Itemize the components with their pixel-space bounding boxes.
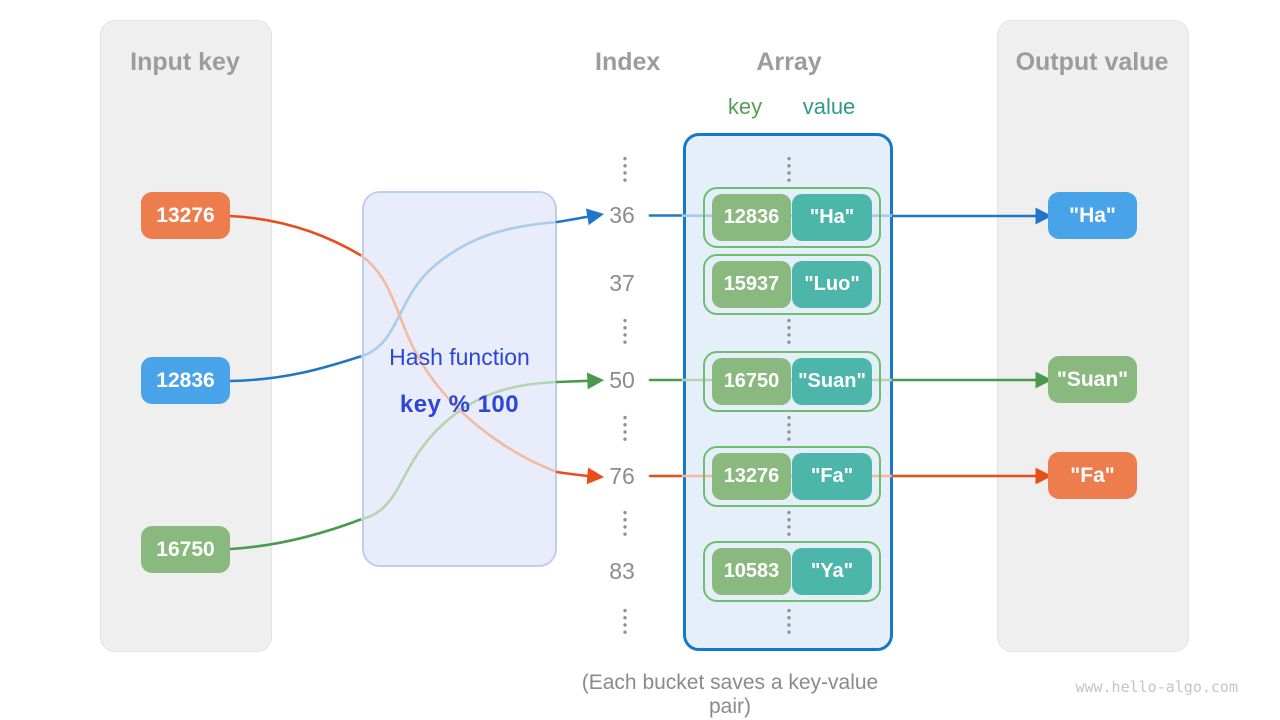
ellipsis-dots — [787, 155, 791, 183]
input-key-badge: 16750 — [141, 526, 230, 573]
bucket-row: 16750 "Suan" — [703, 351, 881, 412]
ellipsis-dots — [787, 607, 791, 635]
bucket-key: 15937 — [712, 261, 791, 308]
value-column-header: value — [802, 94, 856, 119]
bucket-key: 13276 — [712, 453, 791, 500]
index-label: 76 — [609, 463, 635, 489]
index-label: 36 — [609, 202, 635, 228]
bucket-value: "Ha" — [792, 194, 872, 241]
ellipsis-dots — [623, 607, 627, 635]
input-key-badge: 13276 — [141, 192, 230, 239]
array-title: Array — [756, 48, 822, 76]
index-label: 83 — [609, 558, 635, 584]
index-label: 37 — [609, 270, 635, 296]
index-label: 50 — [609, 367, 635, 393]
bucket-key: 16750 — [712, 358, 791, 405]
ellipsis-dots — [787, 317, 791, 345]
output-value-badge: "Ha" — [1048, 192, 1137, 239]
bucket-row: 13276 "Fa" — [703, 446, 881, 507]
bucket-key: 10583 — [712, 548, 791, 595]
bucket-value: "Fa" — [792, 453, 872, 500]
output-value-title: Output value — [1015, 48, 1169, 76]
key-column-header: key — [727, 94, 763, 119]
bucket-row: 10583 "Ya" — [703, 541, 881, 602]
hash-function-box — [362, 191, 557, 567]
input-key-badge: 12836 — [141, 357, 230, 404]
ellipsis-dots — [787, 509, 791, 537]
watermark: www.hello-algo.com — [1075, 678, 1238, 696]
hash-formula: key % 100 — [399, 391, 520, 418]
ellipsis-dots — [787, 414, 791, 442]
bucket-value: "Ya" — [792, 548, 872, 595]
output-value-panel — [997, 20, 1189, 652]
bucket-value: "Luo" — [792, 261, 872, 308]
bucket-row: 15937 "Luo" — [703, 254, 881, 315]
bucket-key: 12836 — [712, 194, 791, 241]
ellipsis-dots — [623, 317, 627, 345]
caption: (Each bucket saves a key-value pair) — [581, 671, 879, 718]
output-value-badge: "Fa" — [1048, 452, 1137, 499]
input-key-title: Input key — [130, 48, 240, 76]
bucket-row: 12836 "Ha" — [703, 187, 881, 248]
bucket-value: "Suan" — [792, 358, 872, 405]
hash-function-label: Hash function — [389, 344, 530, 370]
index-title: Index — [595, 48, 661, 76]
ellipsis-dots — [623, 509, 627, 537]
ellipsis-dots — [623, 414, 627, 442]
output-value-badge: "Suan" — [1048, 356, 1137, 403]
ellipsis-dots — [623, 155, 627, 183]
